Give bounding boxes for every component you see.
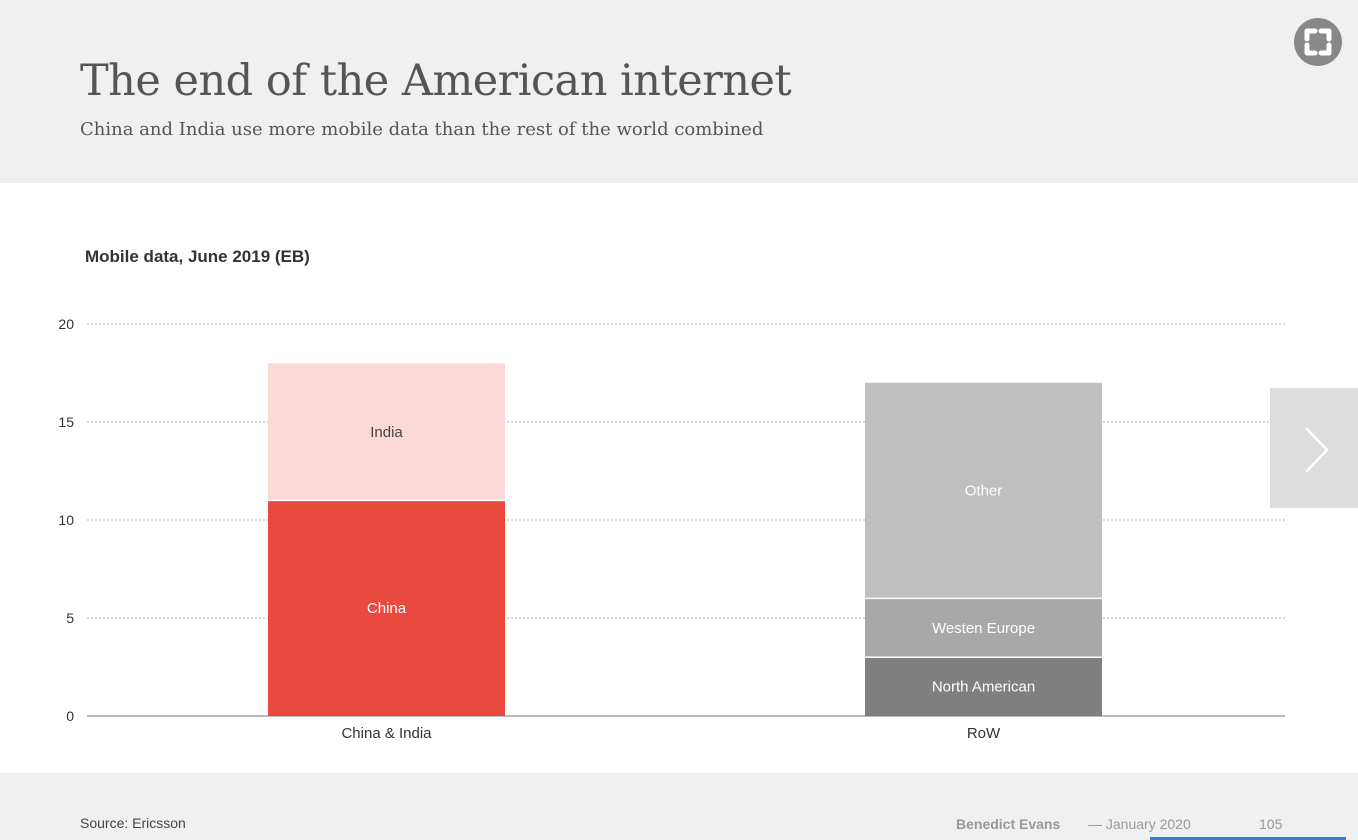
expand-icon [1304,28,1332,56]
bar-segment [865,598,1102,658]
footer: Source: Ericsson Benedict Evans — Januar… [0,773,1358,840]
author-name: Benedict Evans [956,816,1061,832]
y-tick-label: 15 [58,414,74,430]
stacked-bar-chart: 0 5 10 15 20 China India China & India North Ame… [58,316,1285,742]
next-slide-button[interactable] [1270,388,1358,508]
y-tick-label: 5 [66,610,74,626]
footer-accent-bar [1150,837,1346,840]
source-note: Source: Ericsson [80,815,186,831]
page-subtitle: China and India use more mobile data tha… [80,119,764,140]
x-tick-label: China & India [341,725,432,742]
bar-segment [865,382,1102,599]
header: The end of the American internet China a… [0,0,1358,183]
y-tick-label: 0 [66,708,74,724]
chevron-right-icon [1305,427,1329,473]
segment-label: China [367,600,407,617]
segment-label: Other [965,483,1003,500]
bar-segment [865,657,1102,716]
publish-date: — January 2020 [1088,816,1191,832]
bar-segment [268,500,505,716]
chart-title: Mobile data, June 2019 (EB) [85,247,310,266]
segment-label: Westen Europe [932,620,1035,637]
expand-button[interactable] [1294,18,1342,66]
segment-label: North American [932,679,1035,696]
segment-label: India [370,424,403,441]
y-tick-label: 20 [58,316,74,332]
x-tick-label: RoW [967,725,1001,742]
page-number: 105 [1259,816,1283,832]
page-title: The end of the American internet [80,56,792,106]
bar-segment [268,363,505,501]
y-tick-label: 10 [58,512,74,528]
